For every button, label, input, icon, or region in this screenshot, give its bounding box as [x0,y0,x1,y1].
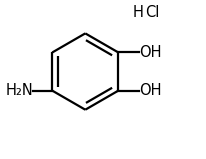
Text: H: H [133,5,144,20]
Text: OH: OH [139,45,162,60]
Text: Cl: Cl [145,5,159,20]
Text: H₂N: H₂N [5,83,33,98]
Text: OH: OH [139,83,162,98]
